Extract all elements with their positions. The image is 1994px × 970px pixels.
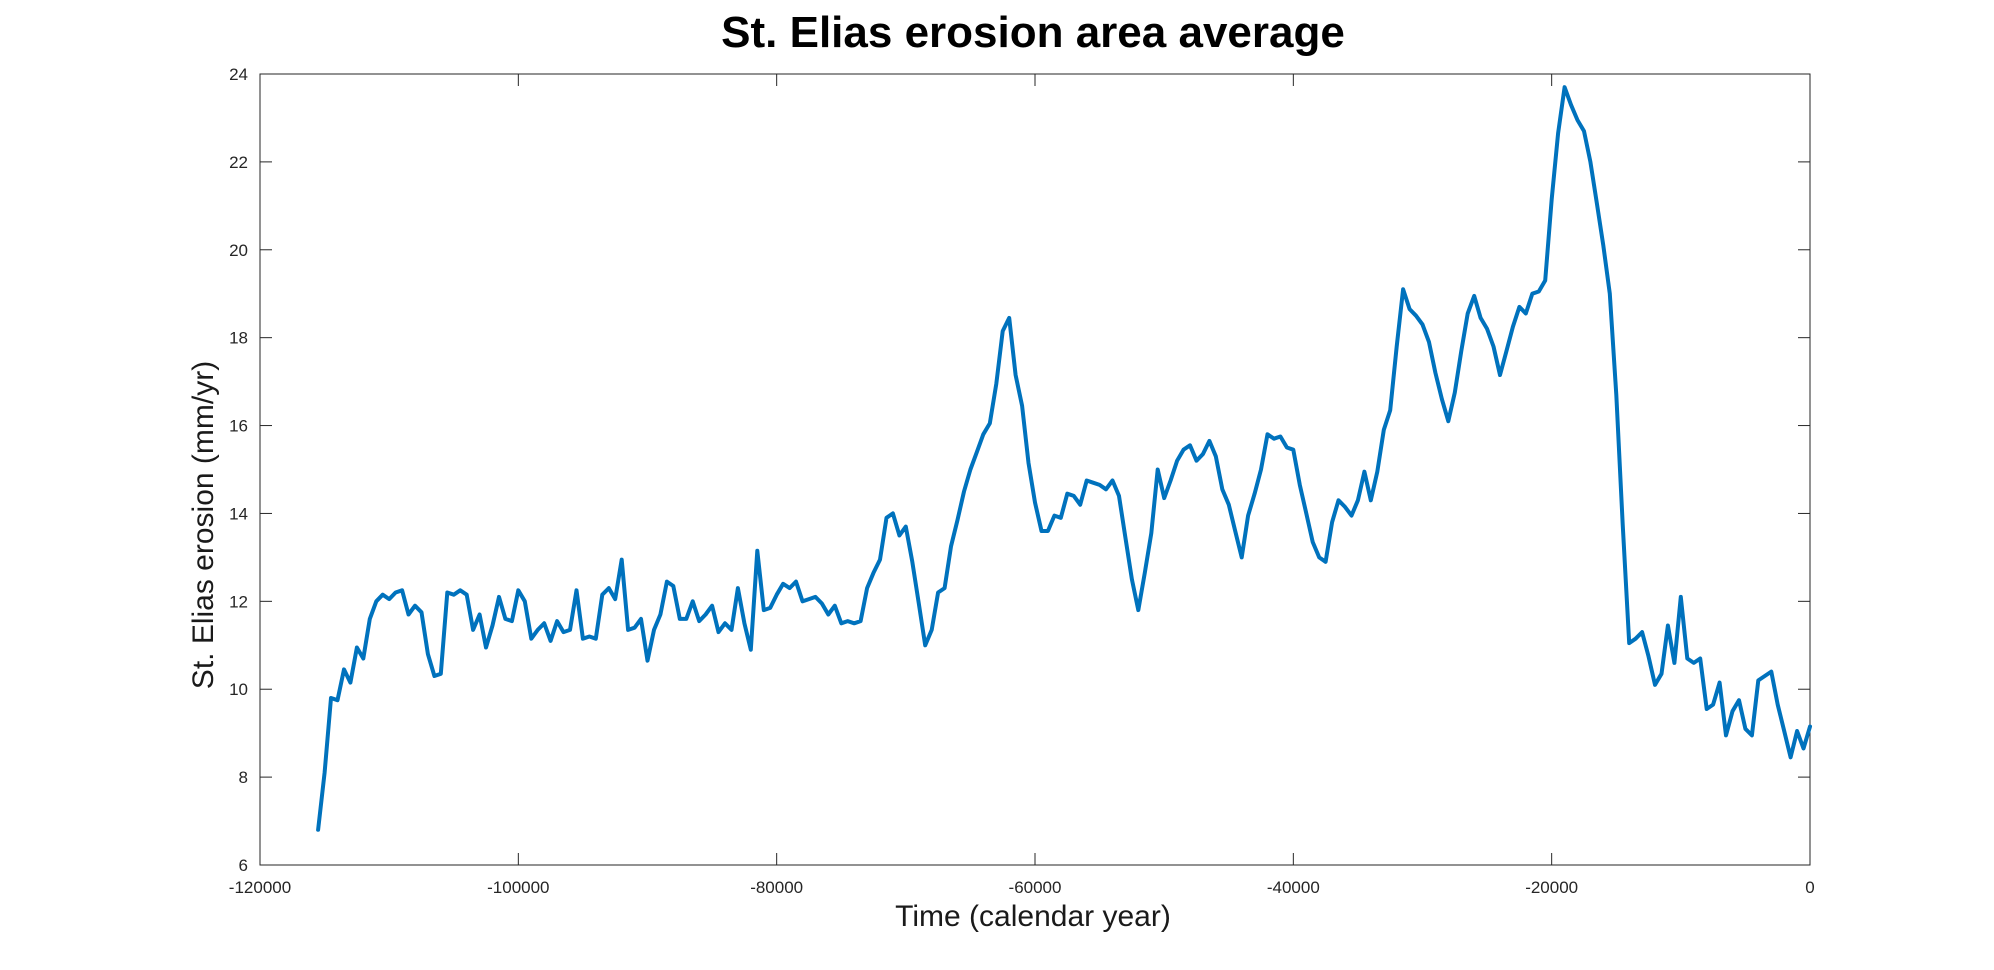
chart-title: St. Elias erosion area average (721, 8, 1345, 57)
y-tick-label: 22 (229, 153, 248, 172)
x-tick-label: -20000 (1525, 878, 1578, 897)
x-tick-label: -60000 (1009, 878, 1062, 897)
y-tick-label: 8 (239, 768, 248, 787)
y-tick-label: 20 (229, 241, 248, 260)
y-tick-label: 10 (229, 680, 248, 699)
y-tick-label: 18 (229, 329, 248, 348)
series-line (316, 85, 1812, 832)
y-tick-label: 12 (229, 592, 248, 611)
axes-box (259, 73, 1811, 866)
x-axis-label: Time (calendar year) (895, 900, 1171, 933)
y-tick-label: 16 (229, 417, 248, 436)
x-tick-label: -40000 (1267, 878, 1320, 897)
y-tick-label: 24 (229, 65, 248, 84)
y-tick-label: 6 (239, 856, 248, 875)
x-tick-label: -100000 (487, 878, 549, 897)
x-tick-label: -80000 (750, 878, 803, 897)
x-tick-label: -120000 (229, 878, 291, 897)
x-tick-label: 0 (1805, 878, 1814, 897)
y-axis-label: St. Elias erosion (mm/yr) (187, 360, 220, 690)
y-tick-label: 14 (229, 504, 248, 523)
